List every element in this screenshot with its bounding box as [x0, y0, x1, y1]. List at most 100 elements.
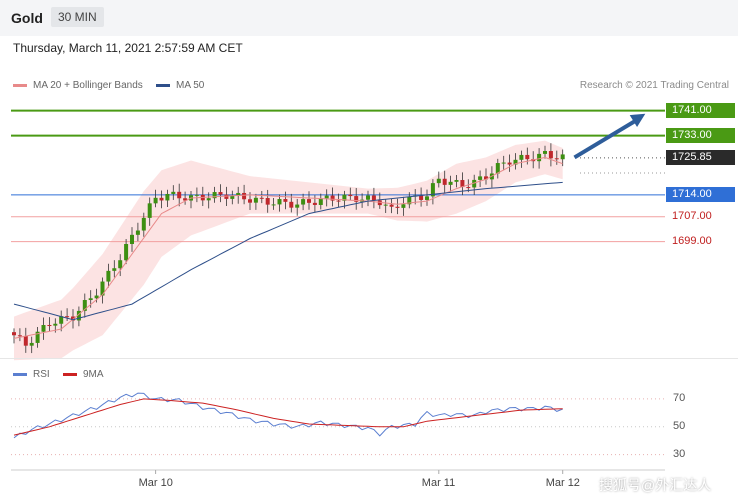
candle [23, 327, 28, 353]
candle-body [383, 204, 388, 206]
candle-body [94, 295, 99, 299]
candle [135, 222, 140, 242]
candle-body [253, 197, 258, 203]
level-label-0: 1741.00 [666, 103, 735, 119]
candle-body [301, 199, 306, 205]
level-label-5: 1699.00 [672, 235, 712, 248]
candle [147, 197, 152, 226]
candle-body [76, 310, 81, 321]
legend-9ma: 9MA [63, 369, 104, 380]
candle-body [265, 198, 270, 205]
candle-body [348, 194, 353, 197]
candle [17, 328, 22, 342]
candle [159, 190, 164, 209]
candle [548, 143, 553, 167]
candle-body [283, 199, 288, 202]
candle [141, 212, 146, 237]
candle [554, 150, 559, 165]
legend-ma20: MA 20 + Bollinger Bands [13, 80, 143, 91]
legend-swatch-9ma [63, 373, 77, 376]
candle-body [248, 199, 252, 203]
candle [35, 326, 40, 348]
rsi-series-0 [13, 392, 563, 439]
candle-body [65, 316, 70, 318]
candle [253, 193, 258, 210]
candle-body [525, 154, 530, 160]
legend-label-ma50: MA 50 [176, 80, 205, 91]
candle-body [271, 204, 276, 206]
candle [466, 179, 471, 193]
ma50-line [13, 181, 563, 321]
candle-body [430, 183, 435, 197]
candle [183, 191, 188, 205]
candle [112, 260, 117, 278]
candle [59, 310, 64, 332]
candle-body [354, 196, 359, 202]
candle [124, 239, 129, 265]
research-credit: Research © 2021 Trading Central [579, 80, 729, 91]
candle-body [212, 192, 217, 199]
candle-body [177, 191, 182, 199]
candle-body [259, 197, 264, 199]
candle-body [165, 193, 170, 201]
candle [165, 189, 170, 208]
candle-body [159, 197, 164, 201]
candle-body [106, 270, 111, 282]
candle-body [543, 151, 547, 154]
candle-body [342, 194, 347, 201]
candle-body [484, 176, 488, 180]
candle [65, 308, 70, 322]
candle-body [560, 154, 565, 160]
candle [212, 186, 217, 203]
candle-body [277, 199, 282, 205]
candle [501, 155, 506, 171]
candle-body [289, 201, 294, 208]
candle-body [147, 203, 152, 218]
candle-body [242, 192, 247, 200]
candle [543, 145, 547, 159]
candle-body [100, 281, 105, 296]
candle [395, 198, 400, 215]
candle [82, 293, 87, 318]
candle-body [495, 163, 500, 174]
candle [106, 263, 111, 288]
timeframe-button[interactable]: 30 MIN [51, 7, 104, 27]
candle-body [389, 204, 394, 207]
candle [484, 168, 488, 185]
candle-body [312, 202, 317, 205]
candle-body [29, 342, 34, 346]
candle-body [41, 325, 46, 332]
candle [242, 184, 247, 205]
legend-swatch-ma50 [156, 84, 170, 87]
candle-body [230, 195, 235, 199]
legend-rsi: RSI [13, 369, 50, 380]
candle [318, 193, 323, 210]
candle [29, 336, 34, 354]
candle-body [436, 178, 441, 184]
level-label-2: 1725.85 [666, 150, 735, 166]
candle-body [224, 194, 229, 199]
candle-body [407, 196, 412, 205]
x-label-0: Mar 10 [138, 477, 173, 489]
candle [430, 179, 435, 205]
candle [301, 193, 306, 211]
candle [12, 328, 16, 344]
candle-body [318, 198, 323, 205]
candle [153, 189, 158, 208]
candle [371, 187, 376, 209]
candle-body [236, 192, 241, 196]
candle-body [118, 260, 123, 269]
candle [519, 150, 524, 168]
candle [389, 198, 394, 214]
candle-body [218, 192, 223, 195]
candle [130, 227, 134, 252]
candle [472, 174, 477, 195]
candle-body [501, 162, 506, 164]
chart-header: Gold 30 MIN [0, 0, 738, 36]
candle-body [206, 198, 211, 201]
candle [419, 187, 424, 207]
rsi-tick-1: 50 [673, 419, 686, 432]
candle-body [17, 335, 22, 337]
candle [177, 183, 182, 207]
candle-body [472, 179, 477, 188]
